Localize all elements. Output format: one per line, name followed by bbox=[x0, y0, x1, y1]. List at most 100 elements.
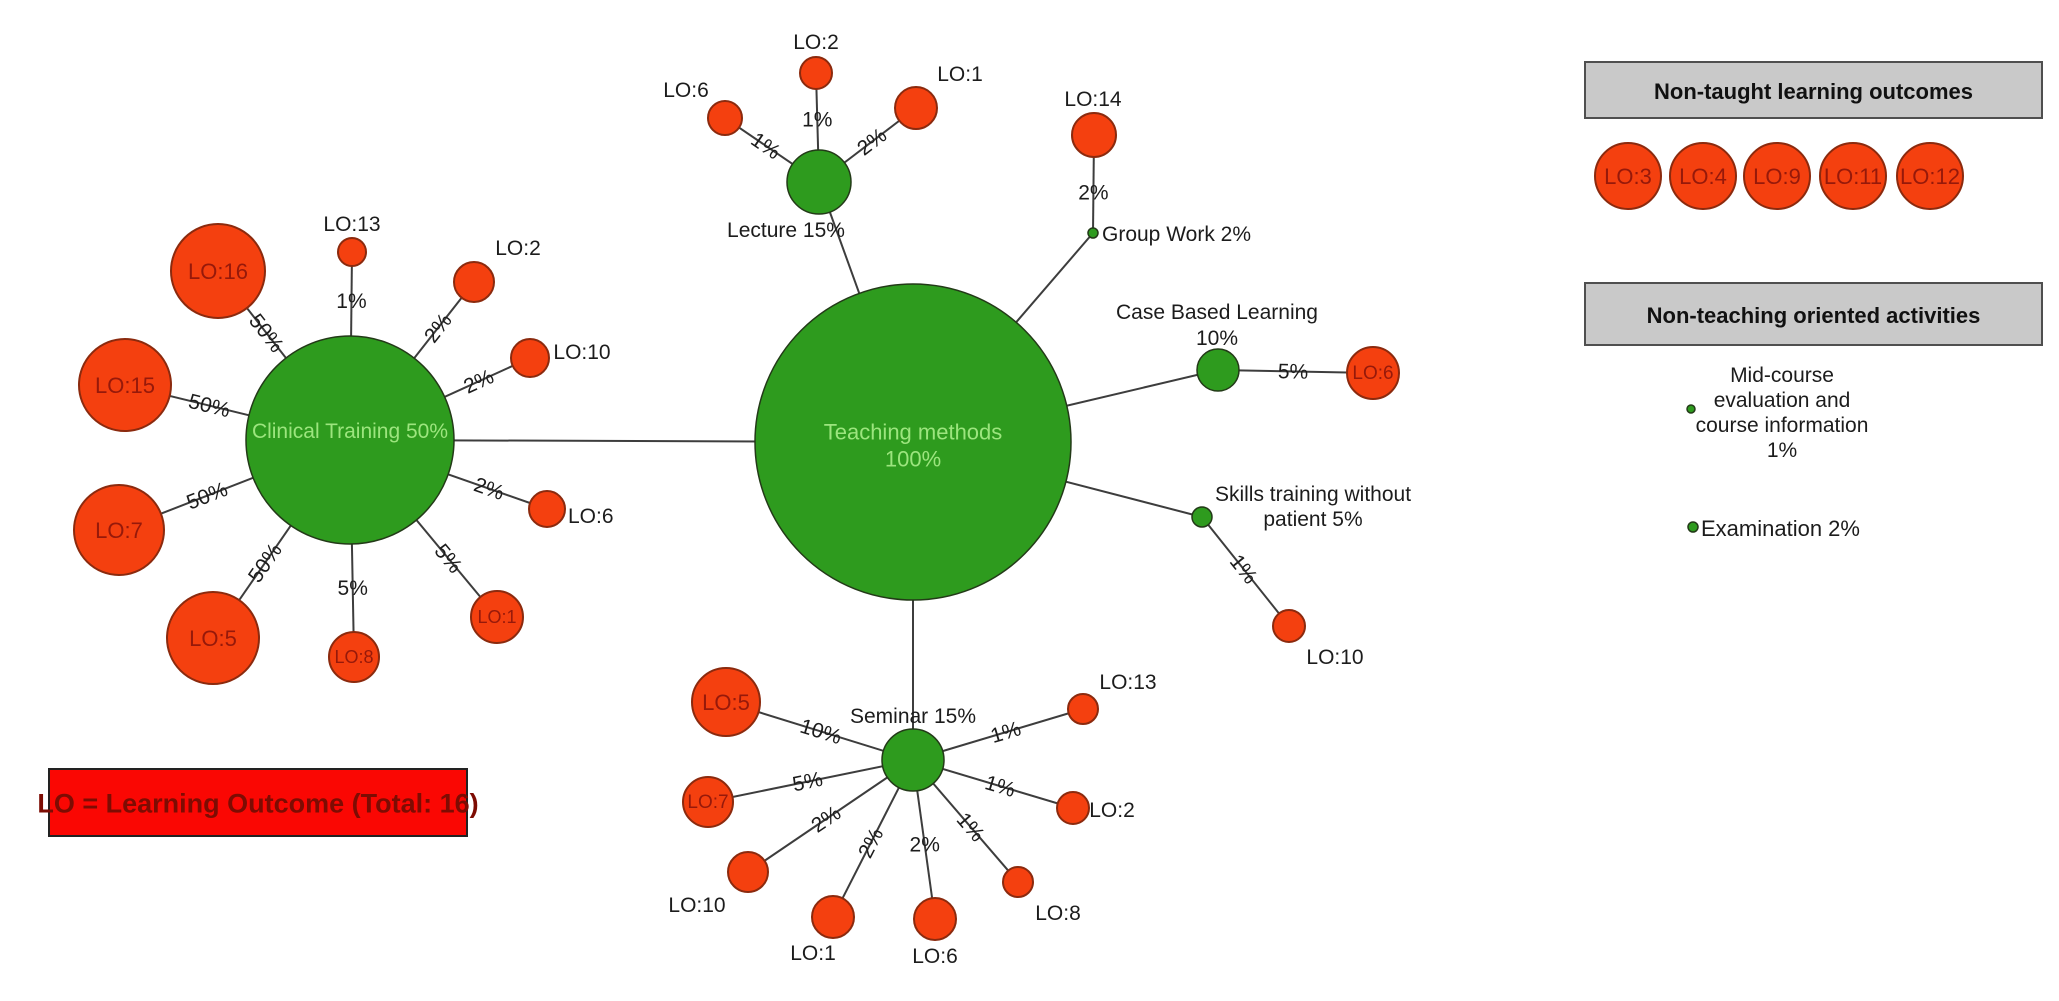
non-taught-outcome-4 bbox=[1896, 142, 1964, 210]
edge-label-seminar-se6: 2% bbox=[910, 833, 940, 856]
edge-label-seminar-se1: 2% bbox=[854, 824, 888, 861]
edge-label-clinical-c1: 5% bbox=[430, 539, 467, 577]
label-groupwork: Group Work 2% bbox=[1102, 223, 1251, 246]
node-l2 bbox=[799, 56, 833, 90]
node-se6 bbox=[913, 897, 957, 941]
label-s10: LO:10 bbox=[1306, 646, 1363, 669]
edge-label-clinical-c2: 2% bbox=[420, 309, 457, 347]
node-c6 bbox=[528, 490, 566, 528]
lo-note-box bbox=[48, 768, 468, 837]
label-g14: LO:14 bbox=[1064, 88, 1122, 111]
label-clinical: Clinical Training 50% bbox=[252, 420, 448, 443]
non-taught-title: Non-taught learning outcomes bbox=[1654, 79, 1973, 104]
label-c6: LO:6 bbox=[568, 505, 614, 528]
non-taught-outcome-2 bbox=[1743, 142, 1811, 210]
node-se13 bbox=[1067, 693, 1099, 725]
edge-label-clinical-c10: 2% bbox=[460, 365, 497, 399]
label-c16: LO:16 bbox=[188, 259, 248, 284]
edge-label-groupwork-g14: 2% bbox=[1078, 181, 1108, 204]
non-taught-outcome-1 bbox=[1669, 142, 1737, 210]
node-teaching bbox=[754, 283, 1072, 601]
label-se1: LO:1 bbox=[790, 942, 836, 965]
edge-label-lecture-l6: 1% bbox=[747, 128, 785, 164]
non-teaching-header-box bbox=[1584, 282, 2043, 346]
edge-label-lecture-l1: 2% bbox=[853, 123, 891, 160]
node-l1 bbox=[894, 86, 938, 130]
nodes-layer bbox=[73, 56, 1400, 941]
node-c2 bbox=[453, 261, 495, 303]
non-taught-outcome-label-4: LO:12 bbox=[1900, 164, 1960, 189]
non-teaching-dot-1 bbox=[1687, 521, 1699, 533]
label-l2: LO:2 bbox=[793, 31, 839, 54]
node-c13 bbox=[337, 237, 367, 267]
node-groupwork bbox=[1087, 227, 1099, 239]
edge-label-lecture-l2: 1% bbox=[802, 108, 832, 131]
node-se8 bbox=[1002, 866, 1034, 898]
node-c16 bbox=[170, 223, 266, 319]
non-teaching-entry-1: Examination 2% bbox=[1701, 516, 1860, 541]
label-skills: Skills training without patient 5% bbox=[1215, 483, 1411, 531]
edge-label-seminar-se7: 5% bbox=[790, 767, 824, 796]
node-se2 bbox=[1056, 791, 1090, 825]
edge-label-casebased-cb6: 5% bbox=[1278, 360, 1309, 384]
edge-label-clinical-c16: 50% bbox=[244, 309, 288, 356]
edge-label-clinical-c5: 50% bbox=[244, 539, 287, 587]
non-taught-outcome-3 bbox=[1819, 142, 1887, 210]
node-s10 bbox=[1272, 609, 1306, 643]
label-se2: LO:2 bbox=[1089, 799, 1135, 822]
edge-label-seminar-se2: 1% bbox=[982, 771, 1018, 802]
node-skills bbox=[1191, 506, 1213, 528]
edge-label-clinical-c7: 50% bbox=[183, 477, 231, 514]
label-teaching: Teaching methods 100% bbox=[824, 419, 1003, 471]
edge-seminar-se10 bbox=[747, 759, 914, 873]
label-se7: LO:7 bbox=[687, 792, 728, 813]
node-casebased bbox=[1196, 348, 1240, 392]
node-se1 bbox=[811, 895, 855, 939]
edge-label-seminar-se5: 10% bbox=[797, 714, 844, 748]
node-cb6 bbox=[1346, 346, 1400, 400]
node-c15 bbox=[78, 338, 172, 432]
edge-label-skills-s10: 1% bbox=[1225, 550, 1262, 588]
node-se10 bbox=[727, 851, 769, 893]
non-teaching-title: Non-teaching oriented activities bbox=[1647, 303, 1981, 328]
edge-seminar-se7 bbox=[707, 759, 914, 803]
node-c1 bbox=[470, 590, 524, 644]
label-c2: LO:2 bbox=[495, 237, 541, 260]
legend-panel: Non-taught learning outcomes LO:3 LO:4 LO:9… bbox=[1584, 61, 2043, 541]
non-teaching-entry-0: Mid-course evaluation and course informati… bbox=[1696, 364, 1869, 462]
edge-skills-s10 bbox=[1201, 516, 1290, 627]
label-se5: LO:5 bbox=[702, 690, 750, 715]
non-taught-outcome-label-2: LO:9 bbox=[1753, 164, 1801, 189]
non-taught-header-box bbox=[1584, 61, 2043, 119]
non-teaching-dot-0 bbox=[1686, 404, 1696, 414]
label-c15: LO:15 bbox=[95, 373, 155, 398]
node-c8 bbox=[328, 631, 380, 683]
label-lecture: Lecture 15% bbox=[727, 219, 845, 242]
edge-label-seminar-se8: 1% bbox=[952, 808, 989, 846]
lo-note-text: LO = Learning Outcome (Total: 16) bbox=[37, 789, 478, 819]
label-se6: LO:6 bbox=[912, 945, 958, 968]
edge-label-clinical-c6: 2% bbox=[471, 473, 507, 505]
label-se13: LO:13 bbox=[1099, 671, 1156, 694]
node-l6 bbox=[707, 100, 743, 136]
label-c8: LO:8 bbox=[334, 647, 373, 667]
edge-label-clinical-c15: 50% bbox=[186, 389, 232, 421]
edge-label-seminar-se10: 2% bbox=[807, 801, 845, 837]
label-c1: LO:1 bbox=[477, 607, 516, 627]
node-g14 bbox=[1071, 112, 1117, 158]
label-seminar: Seminar 15% bbox=[850, 705, 976, 728]
non-taught-outcome-0 bbox=[1594, 142, 1662, 210]
node-lecture bbox=[786, 149, 852, 215]
node-c5 bbox=[166, 591, 260, 685]
label-se8: LO:8 bbox=[1035, 902, 1081, 925]
label-c10: LO:10 bbox=[553, 341, 610, 364]
non-taught-outcome-label-0: LO:3 bbox=[1604, 164, 1652, 189]
label-l1: LO:1 bbox=[937, 63, 983, 86]
label-c5: LO:5 bbox=[189, 626, 237, 651]
node-se5 bbox=[691, 667, 761, 737]
node-clinical bbox=[245, 335, 455, 545]
label-l6: LO:6 bbox=[663, 79, 709, 102]
edge-label-clinical-c8: 5% bbox=[338, 576, 368, 599]
